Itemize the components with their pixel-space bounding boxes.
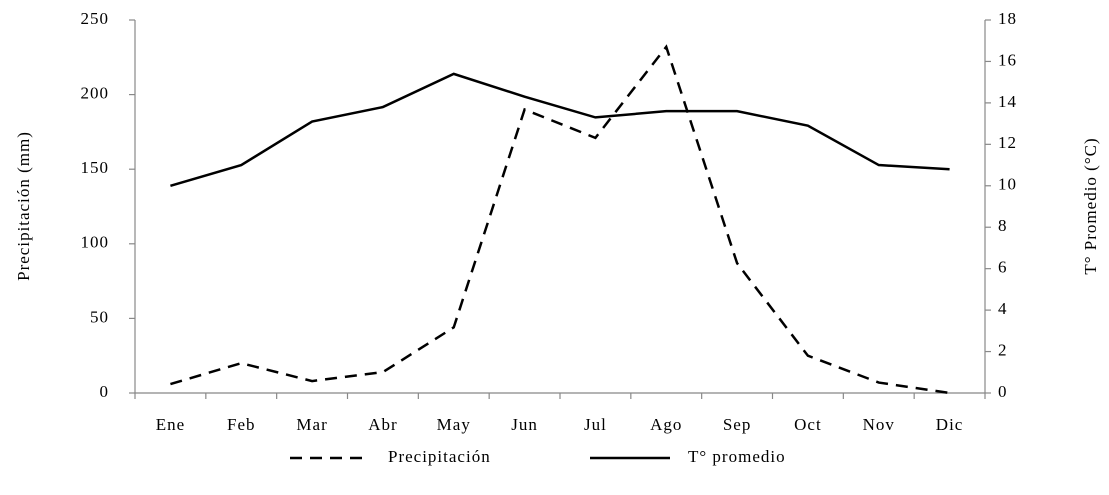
y2-tick-label: 16 (998, 50, 1017, 69)
y2-tick-label: 2 (998, 340, 1008, 359)
x-tick-label: Sep (723, 415, 752, 434)
legend-label: T° promedio (688, 447, 786, 466)
x-tick-label: Abr (368, 415, 397, 434)
y-axis-label: Precipitación (mm) (14, 131, 33, 281)
x-tick-label: Ago (650, 415, 682, 434)
y2-tick-label: 12 (998, 133, 1017, 152)
y2-tick-label: 4 (998, 299, 1008, 318)
x-tick-label: Jun (511, 415, 538, 434)
y2-tick-label: 8 (998, 216, 1008, 235)
x-tick-label: Oct (794, 415, 822, 434)
series-line (170, 72, 950, 187)
y2-axis-label: T° Promedio (°C) (1081, 137, 1100, 274)
x-tick-label: May (437, 415, 471, 434)
y-tick-label: 250 (81, 9, 110, 28)
y-tick-label: 50 (90, 307, 109, 326)
y-tick-label: 0 (100, 382, 110, 401)
y-tick-label: 150 (81, 158, 110, 177)
legend-label: Precipitación (388, 447, 491, 466)
y2-tick-label: 18 (998, 9, 1017, 28)
x-tick-label: Ene (156, 415, 185, 434)
y2-tick-label: 10 (998, 175, 1017, 194)
y-tick-label: 100 (81, 233, 110, 252)
series-line (170, 44, 950, 395)
y2-tick-label: 0 (998, 382, 1008, 401)
y2-tick-label: 6 (998, 258, 1008, 277)
x-tick-label: Jul (584, 415, 607, 434)
x-tick-label: Feb (227, 415, 256, 434)
x-tick-label: Dic (936, 415, 964, 434)
x-tick-label: Nov (863, 415, 895, 434)
x-tick-label: Mar (296, 415, 327, 434)
y2-tick-label: 14 (998, 92, 1017, 111)
y-tick-label: 200 (81, 84, 110, 103)
